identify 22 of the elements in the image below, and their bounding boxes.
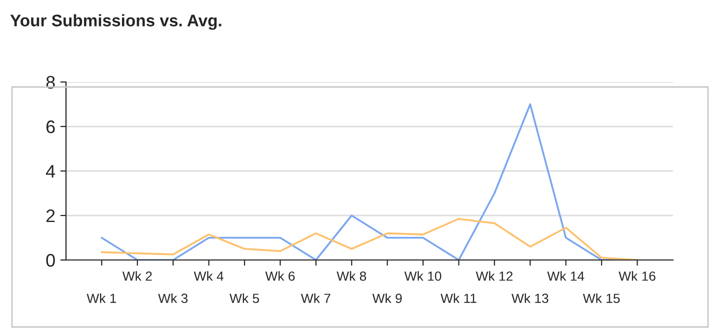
y-tick-label: 0 <box>46 254 55 267</box>
x-tick-label: Wk 13 <box>512 293 548 304</box>
x-tick-label: Wk 4 <box>194 271 224 281</box>
x-tick-label: Wk 2 <box>122 271 152 281</box>
x-tick-label: Wk 16 <box>618 271 656 281</box>
y-tick-label: 2 <box>46 209 55 222</box>
x-tick-label: Wk 3 <box>158 293 188 304</box>
x-tick-label: Wk 1 <box>86 293 116 303</box>
x-tick-label: Wk 11 <box>440 293 476 303</box>
x-tick-label: Wk 12 <box>476 271 513 281</box>
chart-title: Your Submissions vs. Avg. <box>10 14 222 30</box>
y-tick-label: 6 <box>46 120 55 134</box>
x-tick-label: Wk 8 <box>336 271 366 281</box>
x-tick-label: Wk 5 <box>230 293 260 304</box>
x-tick-label: Wk 9 <box>372 293 402 304</box>
x-tick-label: Wk 15 <box>582 293 620 304</box>
line-series <box>100 218 638 260</box>
x-tick-label: Wk 10 <box>404 271 442 281</box>
x-tick-label: Wk 14 <box>547 271 584 281</box>
x-tick-label: Wk 6 <box>265 271 295 281</box>
x-tick-label: Wk 7 <box>300 293 330 303</box>
y-tick-label: 4 <box>46 165 56 178</box>
